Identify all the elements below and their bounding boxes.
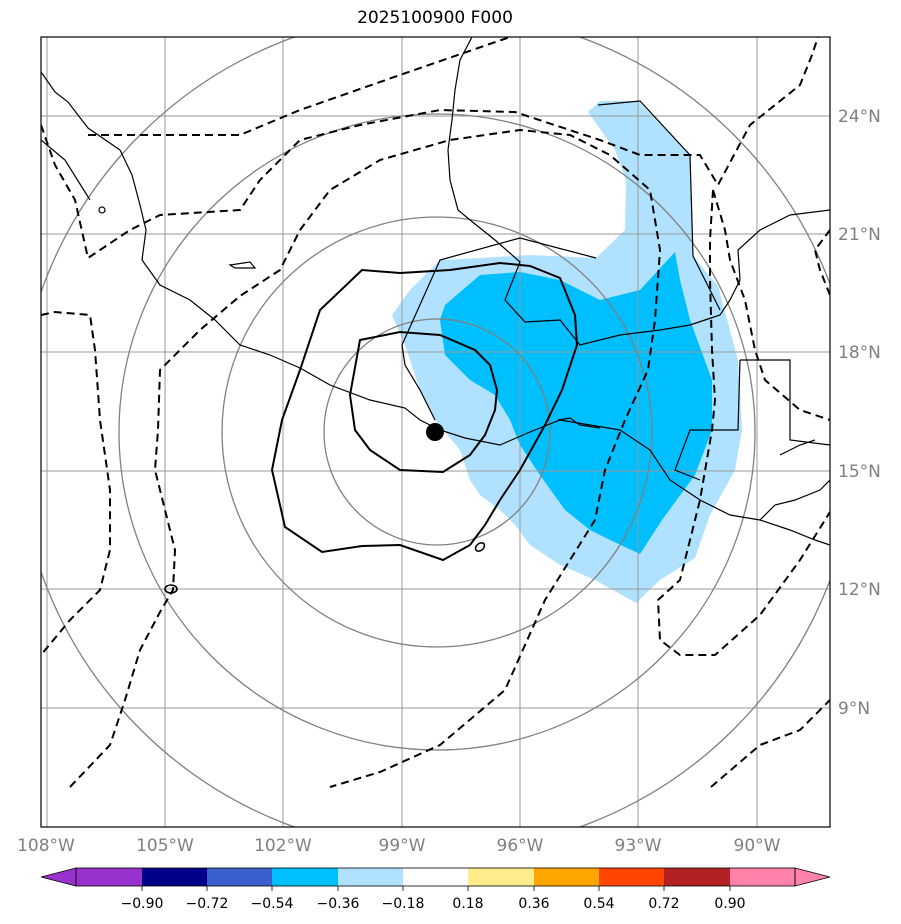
- colorbar-tick-label: 0.18: [452, 896, 483, 912]
- distance-rings: [41, 37, 830, 827]
- colorbar-tick-label: −0.90: [121, 896, 164, 912]
- map-title: 2025100900 F000: [357, 8, 513, 28]
- colorbar-segment: [338, 868, 403, 886]
- lon-label-108w: 108°W: [17, 836, 75, 856]
- colorbar-tick-label: −0.54: [251, 896, 294, 912]
- lat-label-12n: 12°N: [838, 580, 881, 600]
- longitude-labels: 108°W 105°W 102°W 99°W 96°W 93°W 90°W: [17, 836, 781, 856]
- lon-label-105w: 105°W: [136, 836, 194, 856]
- colorbar-segment: [534, 868, 599, 886]
- coastlines: [41, 37, 830, 546]
- colorbar-segment: [142, 868, 207, 886]
- colorbar-tick-label: 0.72: [648, 896, 679, 912]
- lat-label-21n: 21°N: [838, 225, 881, 245]
- colorbar: −0.90 −0.72 −0.54 −0.36 −0.18 0.18 0.36 …: [40, 867, 831, 912]
- colorbar-tick-label: −0.36: [317, 896, 360, 912]
- lon-label-90w: 90°W: [734, 836, 781, 856]
- colorbar-segment: [207, 868, 272, 886]
- lat-label-9n: 9°N: [838, 699, 870, 719]
- colorbar-tick-label: 0.90: [714, 896, 745, 912]
- colorbar-segment: [468, 868, 534, 886]
- colorbar-segment: [76, 868, 142, 886]
- lat-label-24n: 24°N: [838, 107, 881, 127]
- lat-label-18n: 18°N: [838, 343, 881, 363]
- anomaly-dark-shade: [440, 252, 712, 554]
- colorbar-max-extend: [794, 867, 831, 887]
- solid-contours: [270, 261, 579, 562]
- lon-label-93w: 93°W: [615, 836, 662, 856]
- latitude-labels: 24°N 21°N 18°N 15°N 12°N 9°N: [838, 107, 881, 719]
- lon-label-102w: 102°W: [254, 836, 312, 856]
- colorbar-min-extend: [40, 867, 77, 887]
- colorbar-tick-label: 0.54: [583, 896, 614, 912]
- storm-center-marker: [426, 423, 444, 441]
- colorbar-segment: [272, 868, 338, 886]
- dashed-contours: [41, 37, 830, 788]
- colorbar-tick-label: −0.72: [186, 896, 229, 912]
- map-plot-area: [41, 37, 830, 827]
- colorbar-segment: [403, 868, 468, 886]
- small-dashed-closed-contour: [164, 584, 178, 594]
- lat-label-15n: 15°N: [838, 462, 881, 482]
- lon-label-99w: 99°W: [379, 836, 426, 856]
- lon-label-96w: 96°W: [497, 836, 544, 856]
- colorbar-tick-label: 0.36: [518, 896, 549, 912]
- map-frame: [40, 36, 831, 828]
- colorbar-frame: [75, 867, 796, 887]
- colorbar-segment: [664, 868, 730, 886]
- colorbar-segment: [599, 868, 664, 886]
- graticule: [41, 37, 830, 827]
- colorbar-tick-label: −0.18: [382, 896, 425, 912]
- colorbar-segment: [730, 868, 795, 886]
- small-solid-closed-contour: [474, 542, 486, 552]
